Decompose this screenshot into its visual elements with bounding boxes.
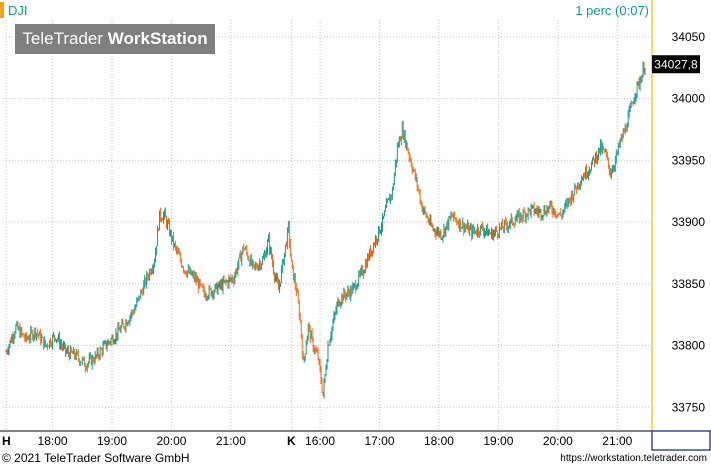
y-tick-label: 33750 (672, 400, 706, 414)
axes: 33750 33800 33850 33900 33950 34000 34050 H 18:0… (0, 0, 711, 451)
candles (5, 61, 646, 399)
y-tick-label: 33850 (672, 277, 706, 291)
interval-label[interactable]: 1 perc (0:07) (575, 3, 649, 18)
y-tick-label: 34050 (672, 30, 706, 44)
copyright-text: © 2021 TeleTrader Software GmbH (2, 451, 190, 465)
x-tick-label: 21:00 (602, 434, 632, 448)
x-tick-label: 20:00 (543, 434, 573, 448)
x-tick-label: K (287, 434, 296, 448)
x-tick-label: H (2, 434, 11, 448)
axis-corner-box (651, 430, 711, 451)
x-tick-label: 18:00 (424, 434, 454, 448)
last-price-marker (652, 55, 700, 74)
grid-lines (3, 20, 651, 430)
watermark-product: WorkStation (107, 29, 208, 48)
x-tick-label: 19:00 (97, 434, 127, 448)
x-tick-label: 20:00 (156, 434, 186, 448)
last-price-label: 34027,8 (654, 58, 698, 72)
watermark-brand: TeleTrader (22, 29, 104, 48)
y-tick-label: 33900 (672, 215, 706, 229)
y-tick-label: 33950 (672, 153, 706, 167)
symbol-color-marker (0, 2, 4, 18)
x-tick-label: 21:00 (216, 434, 246, 448)
footer-url[interactable]: https://workstation.teletrader.com (560, 453, 707, 464)
teletrader-watermark: TeleTrader WorkStation (15, 24, 215, 54)
x-tick-label: 18:00 (38, 434, 68, 448)
y-tick-label: 34000 (672, 92, 706, 106)
x-tick-label: 19:00 (483, 434, 513, 448)
x-tick-label: 16:00 (305, 434, 335, 448)
x-tick-label: 17:00 (364, 434, 394, 448)
symbol-label[interactable]: DJI (8, 3, 28, 18)
y-tick-label: 33800 (672, 339, 706, 353)
